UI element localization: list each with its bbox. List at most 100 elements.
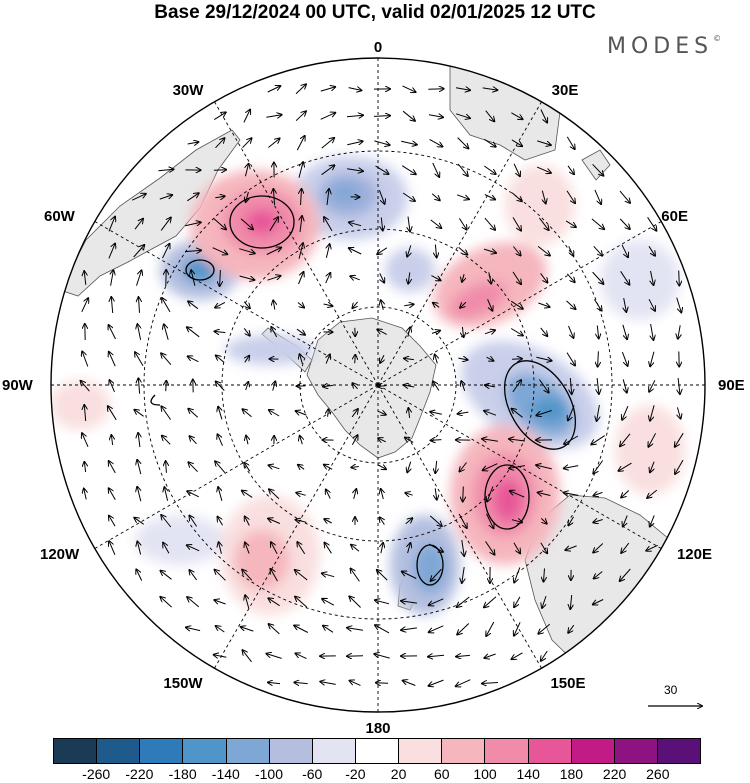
wind-vector [136,270,142,286]
wind-vector [455,88,470,90]
wind-vector [429,679,444,686]
wind-vector [510,328,523,336]
wind-vector [538,493,551,496]
wind-vector [163,543,170,554]
wind-vector [378,438,387,442]
wind-vector [349,597,361,608]
wind-vector [189,570,198,581]
wind-vector [408,543,411,554]
lon-label-120e: 120E [677,546,712,563]
wind-vector [243,327,250,335]
wind-vector [186,627,201,630]
wind-vector [622,406,629,420]
wind-vector [269,217,278,232]
wind-vector [325,543,332,554]
wind-vector [373,116,390,117]
wind-vector [82,352,89,367]
wind-vector [484,194,495,200]
wind-vector [191,270,196,286]
wind-vector [187,327,200,338]
wind-vector [158,169,173,170]
wind-vector [484,217,495,230]
wind-vector [567,165,574,174]
wind-vector [402,110,415,121]
wind-vector [482,439,498,441]
colorbar-swatch [485,739,529,763]
wind-vector [404,385,415,387]
wind-vector [457,596,470,607]
wind-vector [460,462,467,472]
wind-vector [347,169,363,171]
wind-vector [678,325,680,338]
wind-vector [215,331,226,332]
wind-vector [540,327,548,336]
brand-text: MODES [607,34,714,59]
wind-vector [111,270,114,286]
wind-vector [540,542,547,553]
wind-vector [216,626,225,633]
colorbar-tick-label: 180 [559,766,584,782]
wind-vector [137,487,141,502]
wind-vector [593,543,604,553]
wind-vector [266,654,282,659]
wind-vector [81,381,90,392]
wind-vector [159,195,172,200]
wind-vector [350,276,360,280]
wind-vector [161,515,172,528]
wind-vector [269,410,280,417]
wind-vector [84,271,86,285]
wind-vector [218,517,223,526]
wind-vector [295,570,308,581]
wind-vector [482,88,498,90]
wind-vector [108,244,115,259]
wind-vector [462,567,464,583]
wind-vector [486,357,494,361]
wind-vector [351,409,358,418]
wind-vector [188,409,199,418]
wind-vector [566,136,574,149]
wind-vector [566,273,574,282]
wind-vector [537,246,550,255]
wind-vector [239,248,254,254]
meridian-line [377,384,662,549]
colorbar-swatch [312,739,356,763]
wind-vector [597,325,598,339]
wind-vector [111,297,112,314]
wind-vector [294,626,309,633]
wind-vector [619,190,630,203]
wind-vector [137,324,140,340]
wind-vector [650,461,655,473]
wind-vector [405,438,414,443]
wind-vector [592,271,604,284]
wind-vector [298,465,305,470]
wind-vector [296,493,306,496]
wind-vector [377,570,388,581]
wind-vector [428,89,443,90]
wind-vector [187,597,200,608]
wind-vector [462,274,464,282]
wind-vector [110,380,115,392]
wind-vector [620,568,631,581]
wind-vector [378,190,384,204]
wind-vector [188,301,199,310]
wind-vector [458,358,467,360]
wind-vector [84,462,85,473]
wind-vector [430,219,442,228]
wind-vector [512,217,521,230]
wind-vector [429,138,443,146]
wind-vector [84,405,85,422]
wind-vector [433,382,440,391]
wind-vector [327,189,329,205]
wind-vector [514,622,521,635]
wind-vector [538,379,548,393]
wind-vector [568,624,575,633]
wind-vector [431,568,442,581]
wind-vector [544,568,545,581]
wind-vector [591,218,604,229]
colorbar-tick-label: 100 [473,766,497,782]
wind-vector [678,377,680,394]
wind-vector [510,491,525,498]
wind-vector [215,196,224,198]
colorbar-swatch [355,739,400,763]
wind-vector [593,599,604,605]
